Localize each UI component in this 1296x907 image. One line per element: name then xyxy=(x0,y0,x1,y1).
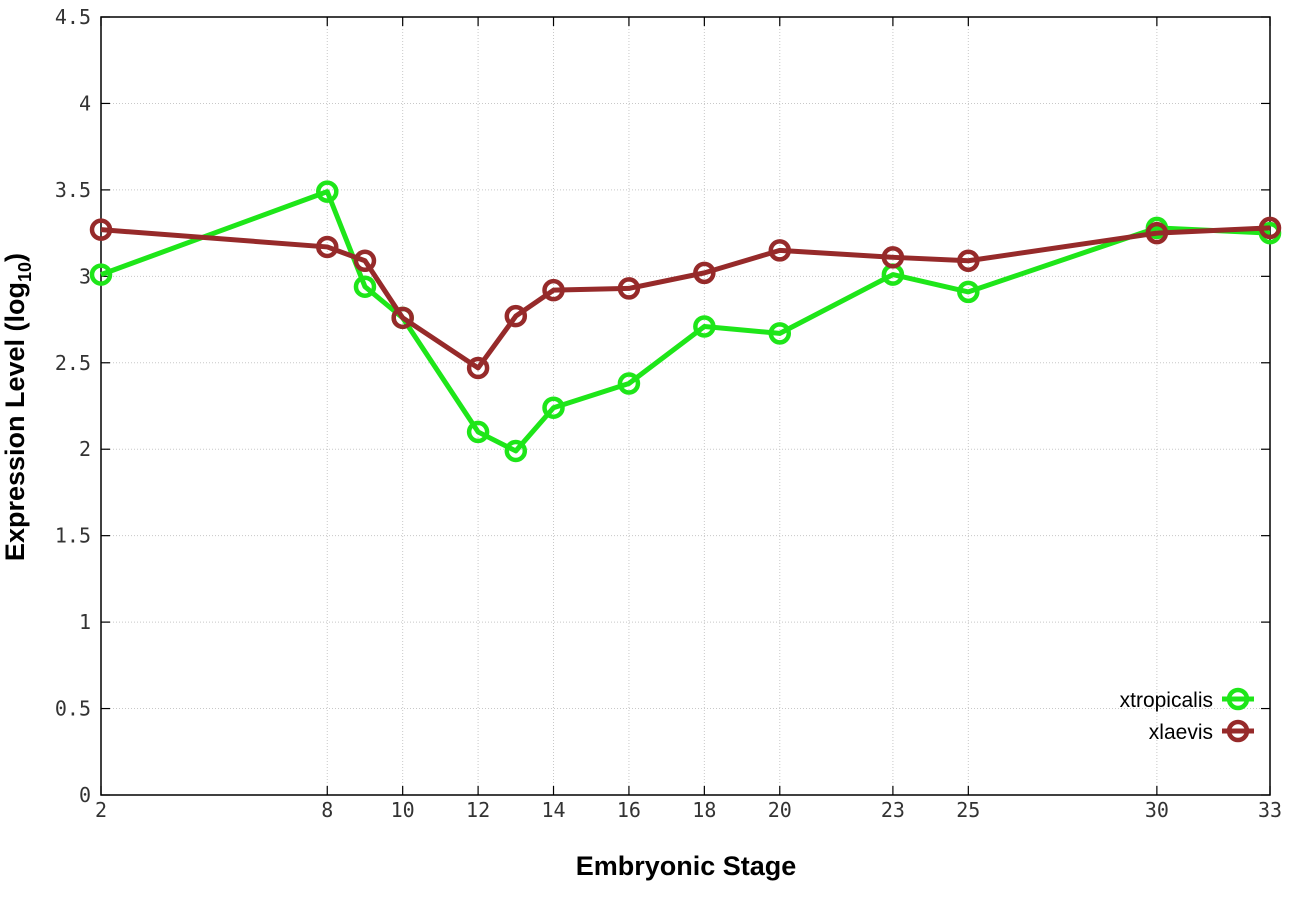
x-tick-label: 10 xyxy=(391,798,415,822)
data-point-xtropicalis xyxy=(89,263,113,286)
grid xyxy=(101,17,1270,795)
data-point-xtropicalis xyxy=(353,275,377,298)
data-point-xlaevis xyxy=(881,246,905,269)
y-tick-label: 2.5 xyxy=(55,351,91,375)
x-tick-label: 12 xyxy=(466,798,490,822)
y-axis-title-main: Expression Level (log xyxy=(0,282,30,561)
x-tick-label: 18 xyxy=(692,798,716,822)
data-point-xlaevis xyxy=(768,239,792,262)
data-point-xlaevis xyxy=(542,278,565,302)
data-point-xtropicalis xyxy=(957,280,980,304)
series-xlaevis xyxy=(89,216,1282,380)
data-point-xlaevis xyxy=(957,249,980,273)
data-point-xlaevis xyxy=(1258,216,1282,240)
data-point-xlaevis xyxy=(353,249,377,273)
data-point-xtropicalis xyxy=(504,439,528,463)
y-tick-label: 0.5 xyxy=(55,697,91,721)
x-axis-title: Embryonic Stage xyxy=(576,851,797,881)
y-axis-title-close: ) xyxy=(0,253,30,262)
series-layer xyxy=(89,180,1282,463)
y-tick-label: 4.5 xyxy=(55,5,91,29)
data-point-xtropicalis xyxy=(316,180,339,203)
x-tick-label: 2 xyxy=(95,798,107,822)
legend-marker-xlaevis xyxy=(1226,719,1250,743)
axis-ticks: 0 0.5 1 1.5 2 2.5 3 3.5 4 4.5 2 8 10 12 14 16 18 20 23 25 30… xyxy=(55,5,1282,822)
x-tick-label: 23 xyxy=(881,798,905,822)
y-tick-label: 1 xyxy=(79,610,91,634)
y-tick-label: 3.5 xyxy=(55,178,91,202)
legend-label-xtropicalis: xtropicalis xyxy=(1120,689,1213,712)
x-tick-label: 8 xyxy=(321,798,333,822)
x-tick-label: 16 xyxy=(617,798,641,822)
legend: xtropicalis xlaevis xyxy=(1120,687,1254,744)
data-point-xlaevis xyxy=(617,277,641,300)
data-point-xlaevis xyxy=(466,356,490,380)
data-point-xlaevis xyxy=(504,304,528,328)
legend-marker-xtropicalis xyxy=(1226,687,1250,711)
data-point-xlaevis xyxy=(693,261,716,285)
y-axis-title: Expression Level (log10) xyxy=(0,253,35,561)
y-tick-label: 2 xyxy=(79,437,91,461)
y-axis-title-subscript: 10 xyxy=(15,262,35,282)
data-point-xtropicalis xyxy=(768,322,792,345)
legend-label-xlaevis: xlaevis xyxy=(1149,721,1213,744)
x-tick-label: 20 xyxy=(768,798,792,822)
y-tick-label: 0 xyxy=(79,783,91,807)
data-point-xtropicalis xyxy=(466,420,490,444)
data-point-xlaevis xyxy=(391,306,414,330)
x-tick-label: 25 xyxy=(956,798,980,822)
data-point-xlaevis xyxy=(1145,221,1169,245)
x-tick-label: 14 xyxy=(541,798,565,822)
data-point-xlaevis xyxy=(89,218,113,241)
x-tick-label: 33 xyxy=(1258,798,1282,822)
y-tick-label: 3 xyxy=(79,264,91,288)
y-tick-label: 1.5 xyxy=(55,524,91,548)
series-line-xlaevis xyxy=(100,225,1271,371)
x-tick-label: 30 xyxy=(1145,798,1169,822)
data-point-xtropicalis xyxy=(693,315,716,338)
data-point-xtropicalis xyxy=(617,372,641,395)
data-point-xtropicalis xyxy=(542,396,565,419)
series-xtropicalis xyxy=(89,180,1282,463)
plot-frame xyxy=(100,16,1271,796)
series-line-xtropicalis xyxy=(100,189,1271,454)
y-tick-label: 4 xyxy=(79,91,91,115)
data-point-xlaevis xyxy=(316,235,339,259)
